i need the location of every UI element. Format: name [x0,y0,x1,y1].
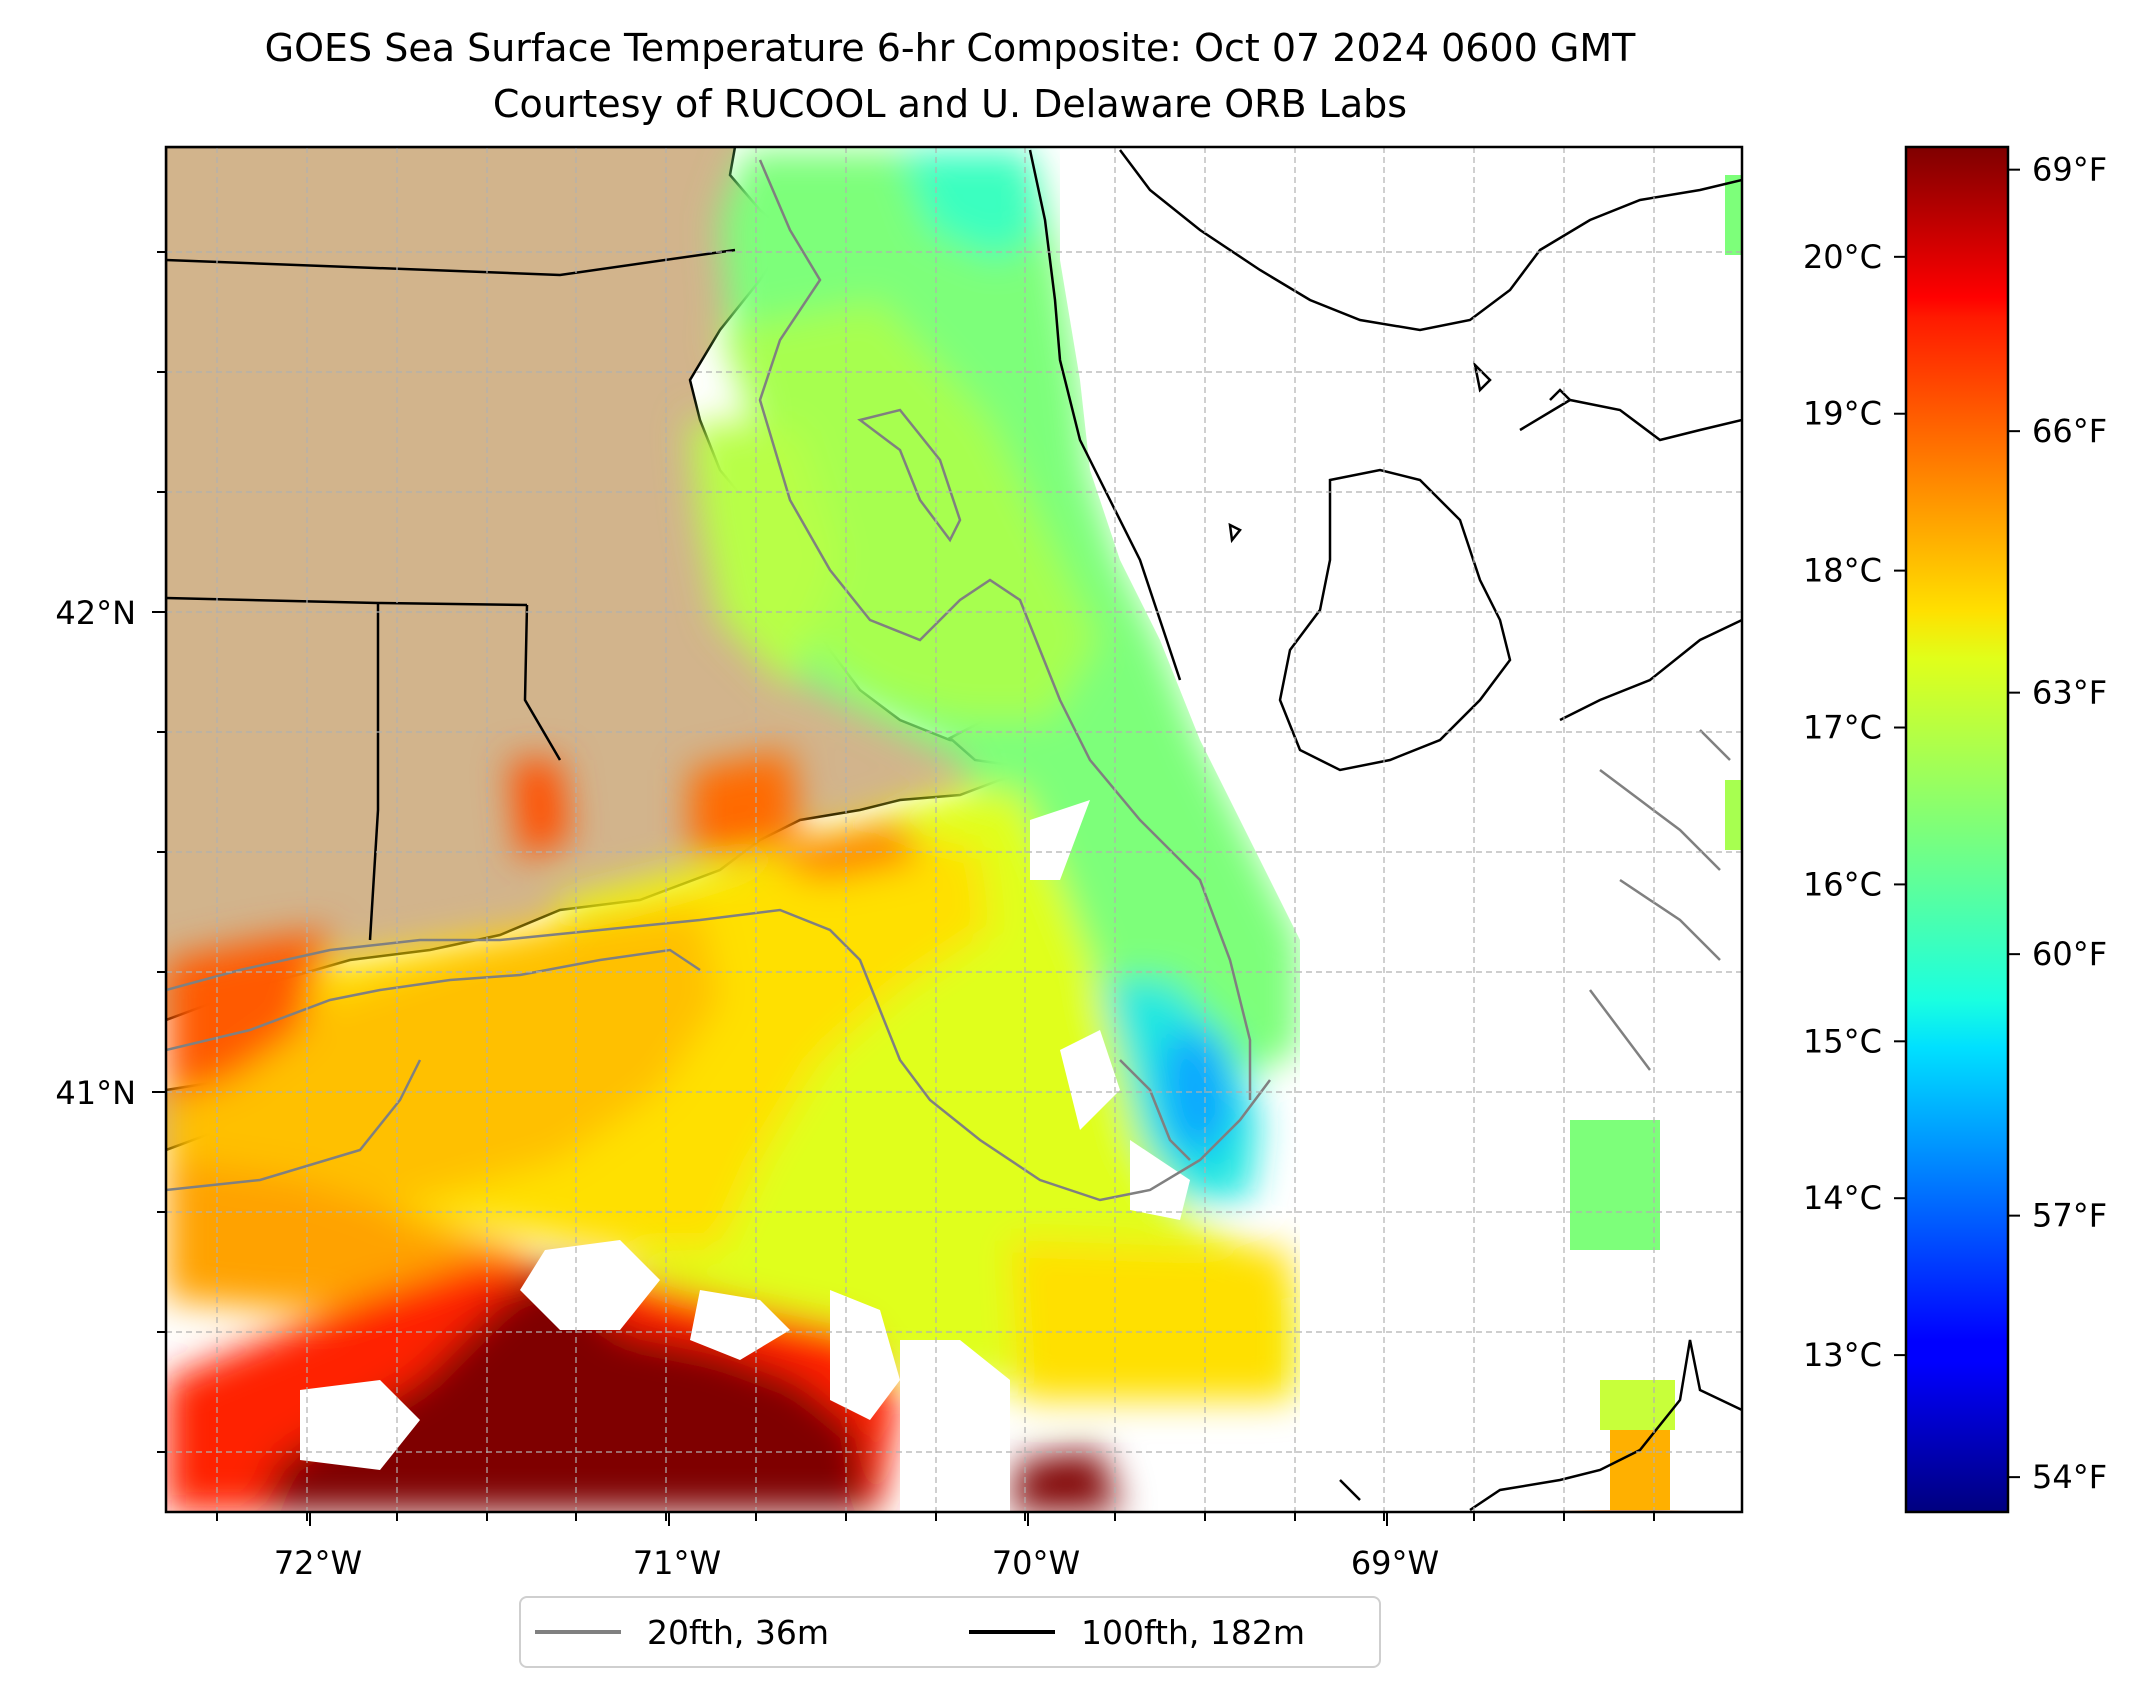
map-plot-area [166,147,1742,1512]
legend-label: 100fth, 182m [1081,1612,1305,1652]
legend-item-20fth: 20fth, 36m [535,1598,829,1666]
celsius-tick-label: 13°C [1803,1336,1882,1374]
celsius-tick-label: 19°C [1803,395,1882,433]
fahrenheit-tick-label: 69°F [2032,151,2107,189]
isobath-20fth [166,159,1731,1202]
fahrenheit-tick-label: 66°F [2032,412,2107,450]
lat-tick-label: 41°N [55,1074,136,1112]
lat-tick-label: 42°N [55,594,136,632]
fahrenheit-tick-label: 63°F [2032,674,2107,712]
celsius-tick-label: 17°C [1803,709,1882,747]
lon-ticks [216,1512,1655,1526]
legend-swatch [535,1630,621,1634]
lon-tick-label: 71°W [633,1544,721,1582]
fahrenheit-tick-label: 54°F [2032,1458,2107,1496]
legend-item-100fth: 100fth, 182m [969,1598,1305,1666]
map-gridlines [166,147,1742,1512]
fahrenheit-tick-label: 60°F [2032,935,2107,973]
celsius-tick-label: 20°C [1803,238,1882,276]
lon-tick-label: 69°W [1351,1544,1439,1582]
legend-swatch [969,1630,1055,1634]
celsius-tick-label: 18°C [1803,552,1882,590]
lon-tick-label: 70°W [992,1544,1080,1582]
coast-and-isobath-100fth [1028,149,1742,1512]
chart-title: GOES Sea Surface Temperature 6-hr Compos… [264,26,1636,70]
colorbar: 13°C 14°C 15°C 16°C 17°C 18°C 19°C 20°C 54°F 57°F… [1803,145,2107,1514]
colorbar-gradient [1904,145,2010,1514]
celsius-tick-label: 15°C [1803,1022,1882,1060]
state-borders [166,248,736,941]
legend-label: 20fth, 36m [647,1612,829,1652]
colorbar-ticks: 13°C 14°C 15°C 16°C 17°C 18°C 19°C 20°C 54°F 57°F… [1803,151,2107,1496]
lon-tick-label: 72°W [274,1544,362,1582]
map-frame [164,145,1744,1514]
no-data-holes [300,150,1742,1512]
celsius-tick-label: 14°C [1803,1179,1882,1217]
fahrenheit-tick-label: 57°F [2032,1197,2107,1235]
lat-ticks [152,251,166,1453]
legend: 20fth, 36m 100fth, 182m [519,1596,1381,1668]
celsius-tick-label: 16°C [1803,865,1882,903]
chart-subtitle: Courtesy of RUCOOL and U. Delaware ORB L… [492,82,1408,126]
